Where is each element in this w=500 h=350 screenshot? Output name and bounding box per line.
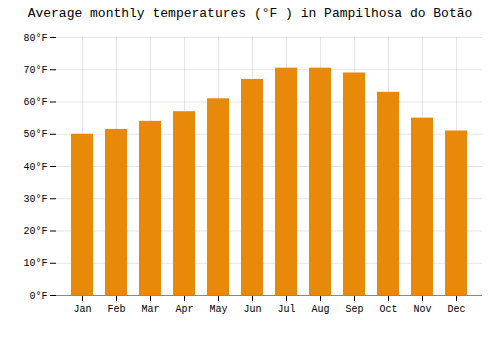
svg-text:Jan: Jan	[73, 304, 91, 315]
svg-text:Apr: Apr	[175, 304, 193, 315]
svg-text:Jul: Jul	[277, 304, 295, 315]
svg-text:60°F: 60°F	[23, 97, 47, 108]
svg-text:Jun: Jun	[243, 304, 261, 315]
svg-text:Feb: Feb	[107, 304, 125, 315]
svg-text:Oct: Oct	[379, 304, 397, 315]
svg-text:0°F: 0°F	[29, 291, 47, 302]
svg-text:10°F: 10°F	[23, 258, 47, 269]
svg-text:Dec: Dec	[447, 304, 465, 315]
svg-text:Mar: Mar	[141, 304, 159, 315]
html-text:Average monthly temperatures (: Average monthly temperatures (°F ) in Pa…	[27, 6, 473, 21]
svg-text:50°F: 50°F	[23, 129, 47, 140]
svg-text:Sep: Sep	[345, 304, 363, 315]
svg-text:Aug: Aug	[311, 304, 329, 315]
svg-text:70°F: 70°F	[23, 65, 47, 76]
svg-text:20°F: 20°F	[23, 226, 47, 237]
svg-text:80°F: 80°F	[23, 33, 47, 44]
svg-text:May: May	[209, 304, 227, 315]
svg-text:40°F: 40°F	[23, 162, 47, 173]
svg-text:30°F: 30°F	[23, 194, 47, 205]
svg-text:Nov: Nov	[413, 304, 431, 315]
